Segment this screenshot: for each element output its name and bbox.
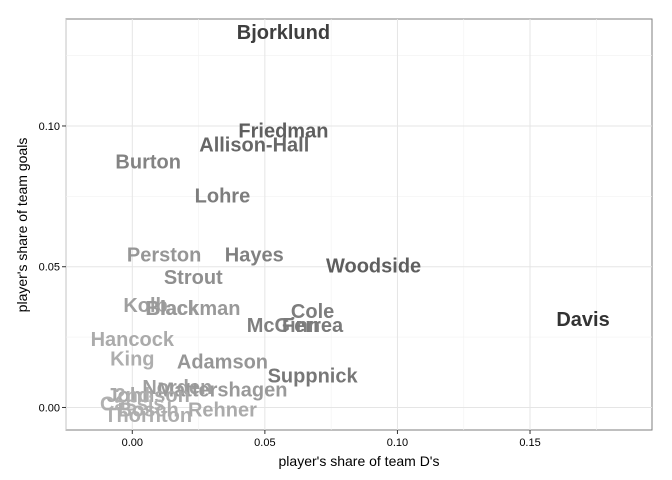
point-label: Bjorklund: [237, 22, 330, 44]
x-axis-title: player's share of team D's: [279, 453, 440, 469]
x-tick-label: 0.15: [519, 437, 540, 449]
y-tick-label: 0.10: [39, 121, 60, 133]
plot-panel: [65, 18, 653, 431]
y-axis-title: player's share of team goals: [14, 138, 30, 313]
point-label: Strout: [164, 267, 223, 289]
x-tick-label: 0.00: [122, 437, 143, 449]
point-label: Johnson: [107, 385, 190, 407]
point-label: Ferrea: [282, 315, 344, 337]
grid-major: [66, 19, 652, 430]
point-label: Allison-Hall: [199, 135, 309, 157]
point-label: Lohre: [195, 185, 251, 207]
point-label: Burton: [115, 152, 181, 174]
point-label: Black: [145, 298, 199, 320]
point-label: Mattershagen: [157, 380, 287, 402]
point-label: Norden: [142, 377, 212, 399]
point-label: Hayes: [225, 244, 284, 266]
point-label: Bosch: [118, 399, 179, 421]
y-tick-label: 0.05: [39, 262, 60, 274]
point-label: Friedman: [238, 121, 328, 143]
point-label: Woodside: [326, 256, 421, 278]
point-label: Thornton: [104, 405, 192, 427]
point-label: Cole: [291, 301, 334, 323]
point-label: Kolb: [123, 295, 167, 317]
point-label: Cassis: [100, 394, 165, 416]
point-label: Rehner: [188, 399, 257, 421]
point-label: Hancock: [91, 329, 175, 351]
grid-minor: [65, 19, 652, 430]
y-tick-label: 0.00: [39, 402, 60, 414]
point-label: Perston: [127, 244, 201, 266]
point-label: Adamson: [177, 351, 268, 373]
x-tick-label: 0.05: [254, 437, 275, 449]
point-label: Blackman: [146, 298, 241, 320]
point-label: Suppnick: [268, 366, 359, 388]
point-label: King: [110, 349, 154, 371]
x-axis-ticks: 0.00 0.05 0.10 0.15: [122, 430, 541, 449]
point-label: Davis: [556, 309, 609, 331]
point-label: McGinn: [247, 315, 320, 337]
y-axis-ticks: 0.00 0.05 0.10: [39, 121, 66, 414]
x-tick-label: 0.10: [387, 437, 408, 449]
point-label: 2nd: [115, 385, 151, 407]
